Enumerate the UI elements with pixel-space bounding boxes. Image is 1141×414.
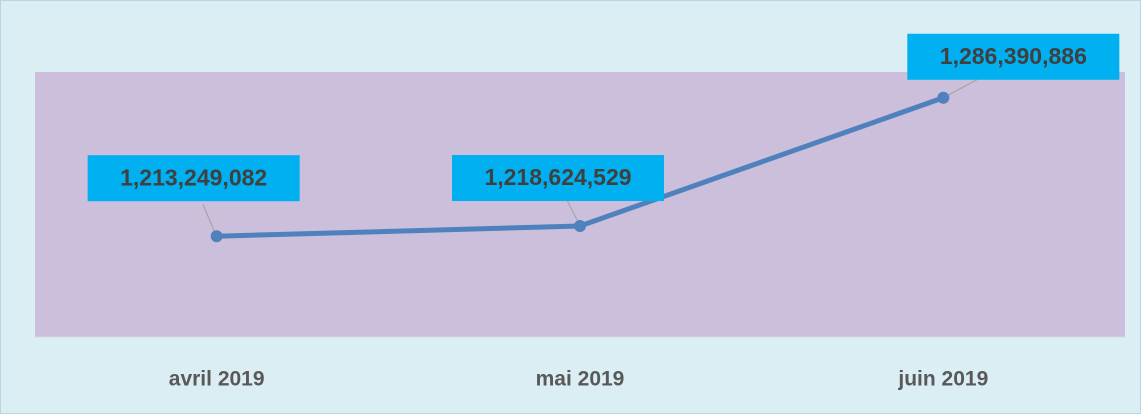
marker	[937, 91, 950, 104]
x-tick-label: avril 2019	[169, 368, 265, 391]
data-label: 1,286,390,886	[940, 43, 1087, 69]
data-label-box	[907, 33, 1120, 80]
plot-area	[35, 72, 1125, 337]
data-label: 1,218,624,529	[484, 164, 631, 190]
marker	[210, 230, 223, 243]
marker	[574, 220, 586, 233]
data-label: 1,213,249,082	[120, 164, 267, 190]
data-label-box	[87, 155, 300, 202]
data-label-box	[452, 155, 664, 202]
x-tick-label: mai 2019	[536, 368, 625, 391]
x-tick-label: juin 2019	[897, 368, 988, 391]
